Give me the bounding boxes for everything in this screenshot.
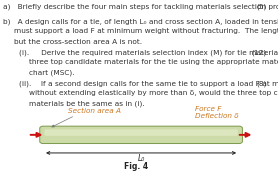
Text: materials be the same as in (i).: materials be the same as in (i).	[29, 101, 145, 107]
FancyBboxPatch shape	[40, 126, 242, 144]
Text: Deflection δ: Deflection δ	[195, 113, 238, 119]
Text: (i).     Derive the required materials selection index (M) for tie materials and: (i). Derive the required materials selec…	[19, 49, 278, 56]
Text: without extending elastically by more than δ, would the three top candidate: without extending elastically by more th…	[29, 90, 278, 96]
Text: Force F: Force F	[195, 106, 221, 112]
FancyBboxPatch shape	[44, 129, 238, 136]
Text: Section area A: Section area A	[68, 108, 121, 114]
Text: (12): (12)	[252, 49, 267, 56]
Text: must support a load F at minimum weight without fracturing.  The length L is spe: must support a load F at minimum weight …	[14, 28, 278, 34]
Text: (8): (8)	[256, 80, 267, 87]
Text: b)   A design calls for a tie, of length L₀ and cross section A, loaded in tensi: b) A design calls for a tie, of length L…	[3, 18, 278, 25]
Text: chart (MSC).: chart (MSC).	[29, 70, 75, 76]
Text: a)   Briefly describe the four main steps for tackling materials selection probl: a) Briefly describe the four main steps …	[3, 4, 278, 10]
Text: L₀: L₀	[137, 154, 145, 163]
Text: (ii).    If a second design calls for the same tie to support a load F at minimu: (ii). If a second design calls for the s…	[19, 80, 278, 87]
Text: (5): (5)	[257, 4, 267, 10]
Text: but the cross-section area A is not.: but the cross-section area A is not.	[14, 39, 142, 45]
Text: three top candidate materials for the tie using the appropriate material selecti: three top candidate materials for the ti…	[29, 59, 278, 65]
Text: Fig. 4: Fig. 4	[124, 162, 148, 171]
